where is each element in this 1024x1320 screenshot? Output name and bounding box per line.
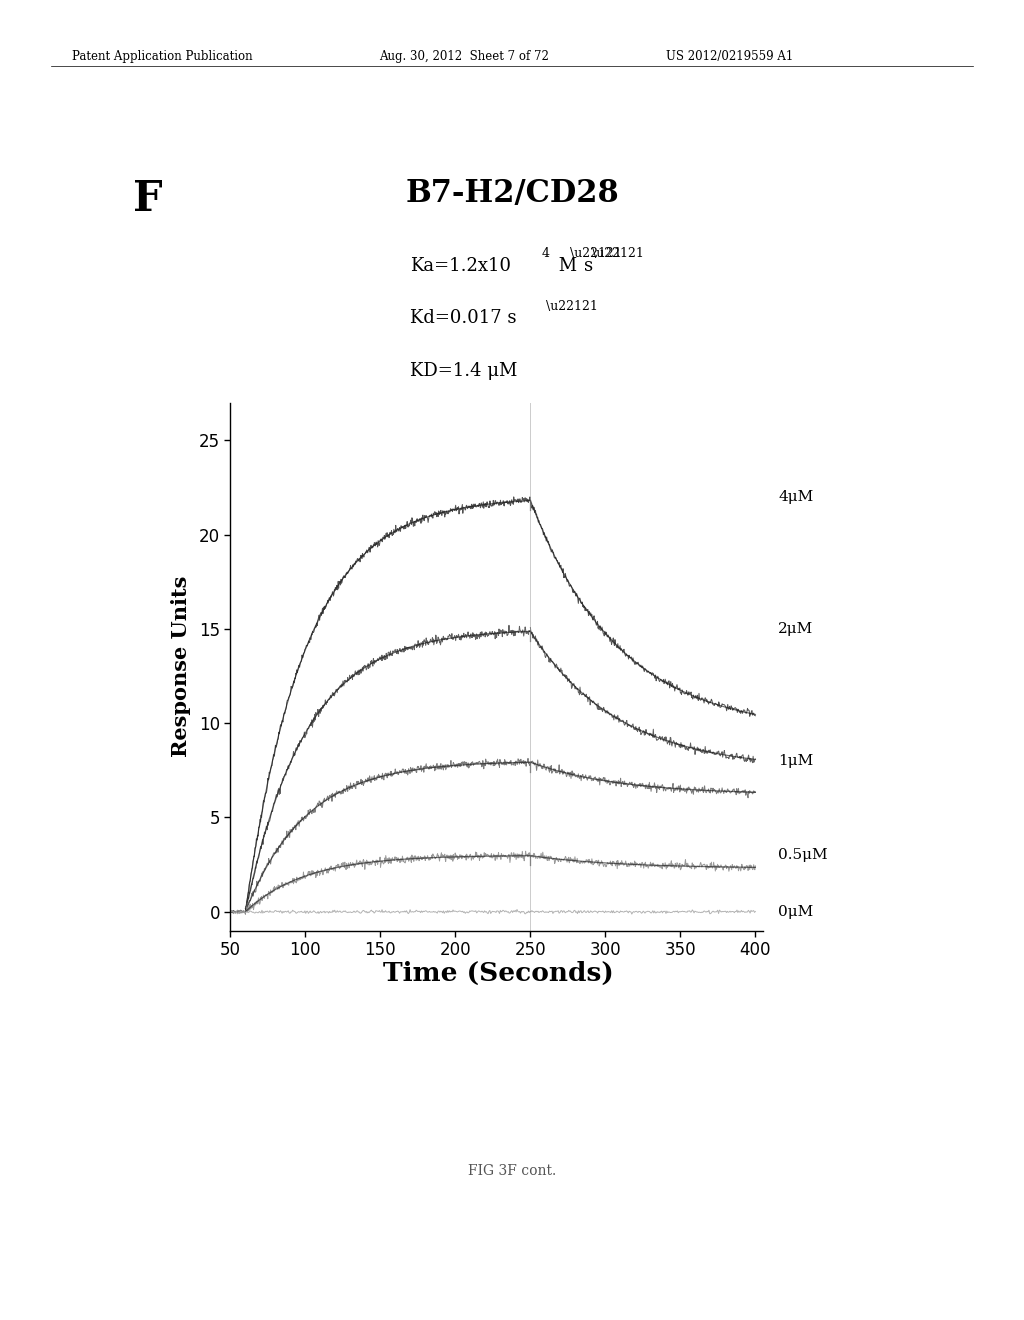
Text: Kd=0.017 s: Kd=0.017 s [410,309,516,327]
Text: Ka=1.2x10: Ka=1.2x10 [410,256,511,275]
Text: FIG 3F cont.: FIG 3F cont. [468,1164,556,1179]
Text: 2μM: 2μM [778,622,813,636]
Text: 0μM: 0μM [778,904,813,919]
Text: US 2012/0219559 A1: US 2012/0219559 A1 [666,50,793,63]
Text: \u22121: \u22121 [546,300,598,313]
Text: Patent Application Publication: Patent Application Publication [72,50,252,63]
Text: M: M [553,256,578,275]
Text: F: F [133,178,163,220]
Text: B7-H2/CD28: B7-H2/CD28 [406,178,618,209]
Text: s: s [584,256,593,275]
Text: \u22121: \u22121 [592,247,644,260]
Y-axis label: Response Units: Response Units [171,576,190,758]
Text: 1μM: 1μM [778,754,813,768]
Text: Aug. 30, 2012  Sheet 7 of 72: Aug. 30, 2012 Sheet 7 of 72 [379,50,549,63]
Text: Time (Seconds): Time (Seconds) [383,961,614,986]
Text: 4: 4 [541,247,549,260]
Text: 0.5μM: 0.5μM [778,849,827,862]
Text: KD=1.4 μM: KD=1.4 μM [410,362,517,380]
Text: 4μM: 4μM [778,490,813,504]
Text: \u22121: \u22121 [570,247,623,260]
